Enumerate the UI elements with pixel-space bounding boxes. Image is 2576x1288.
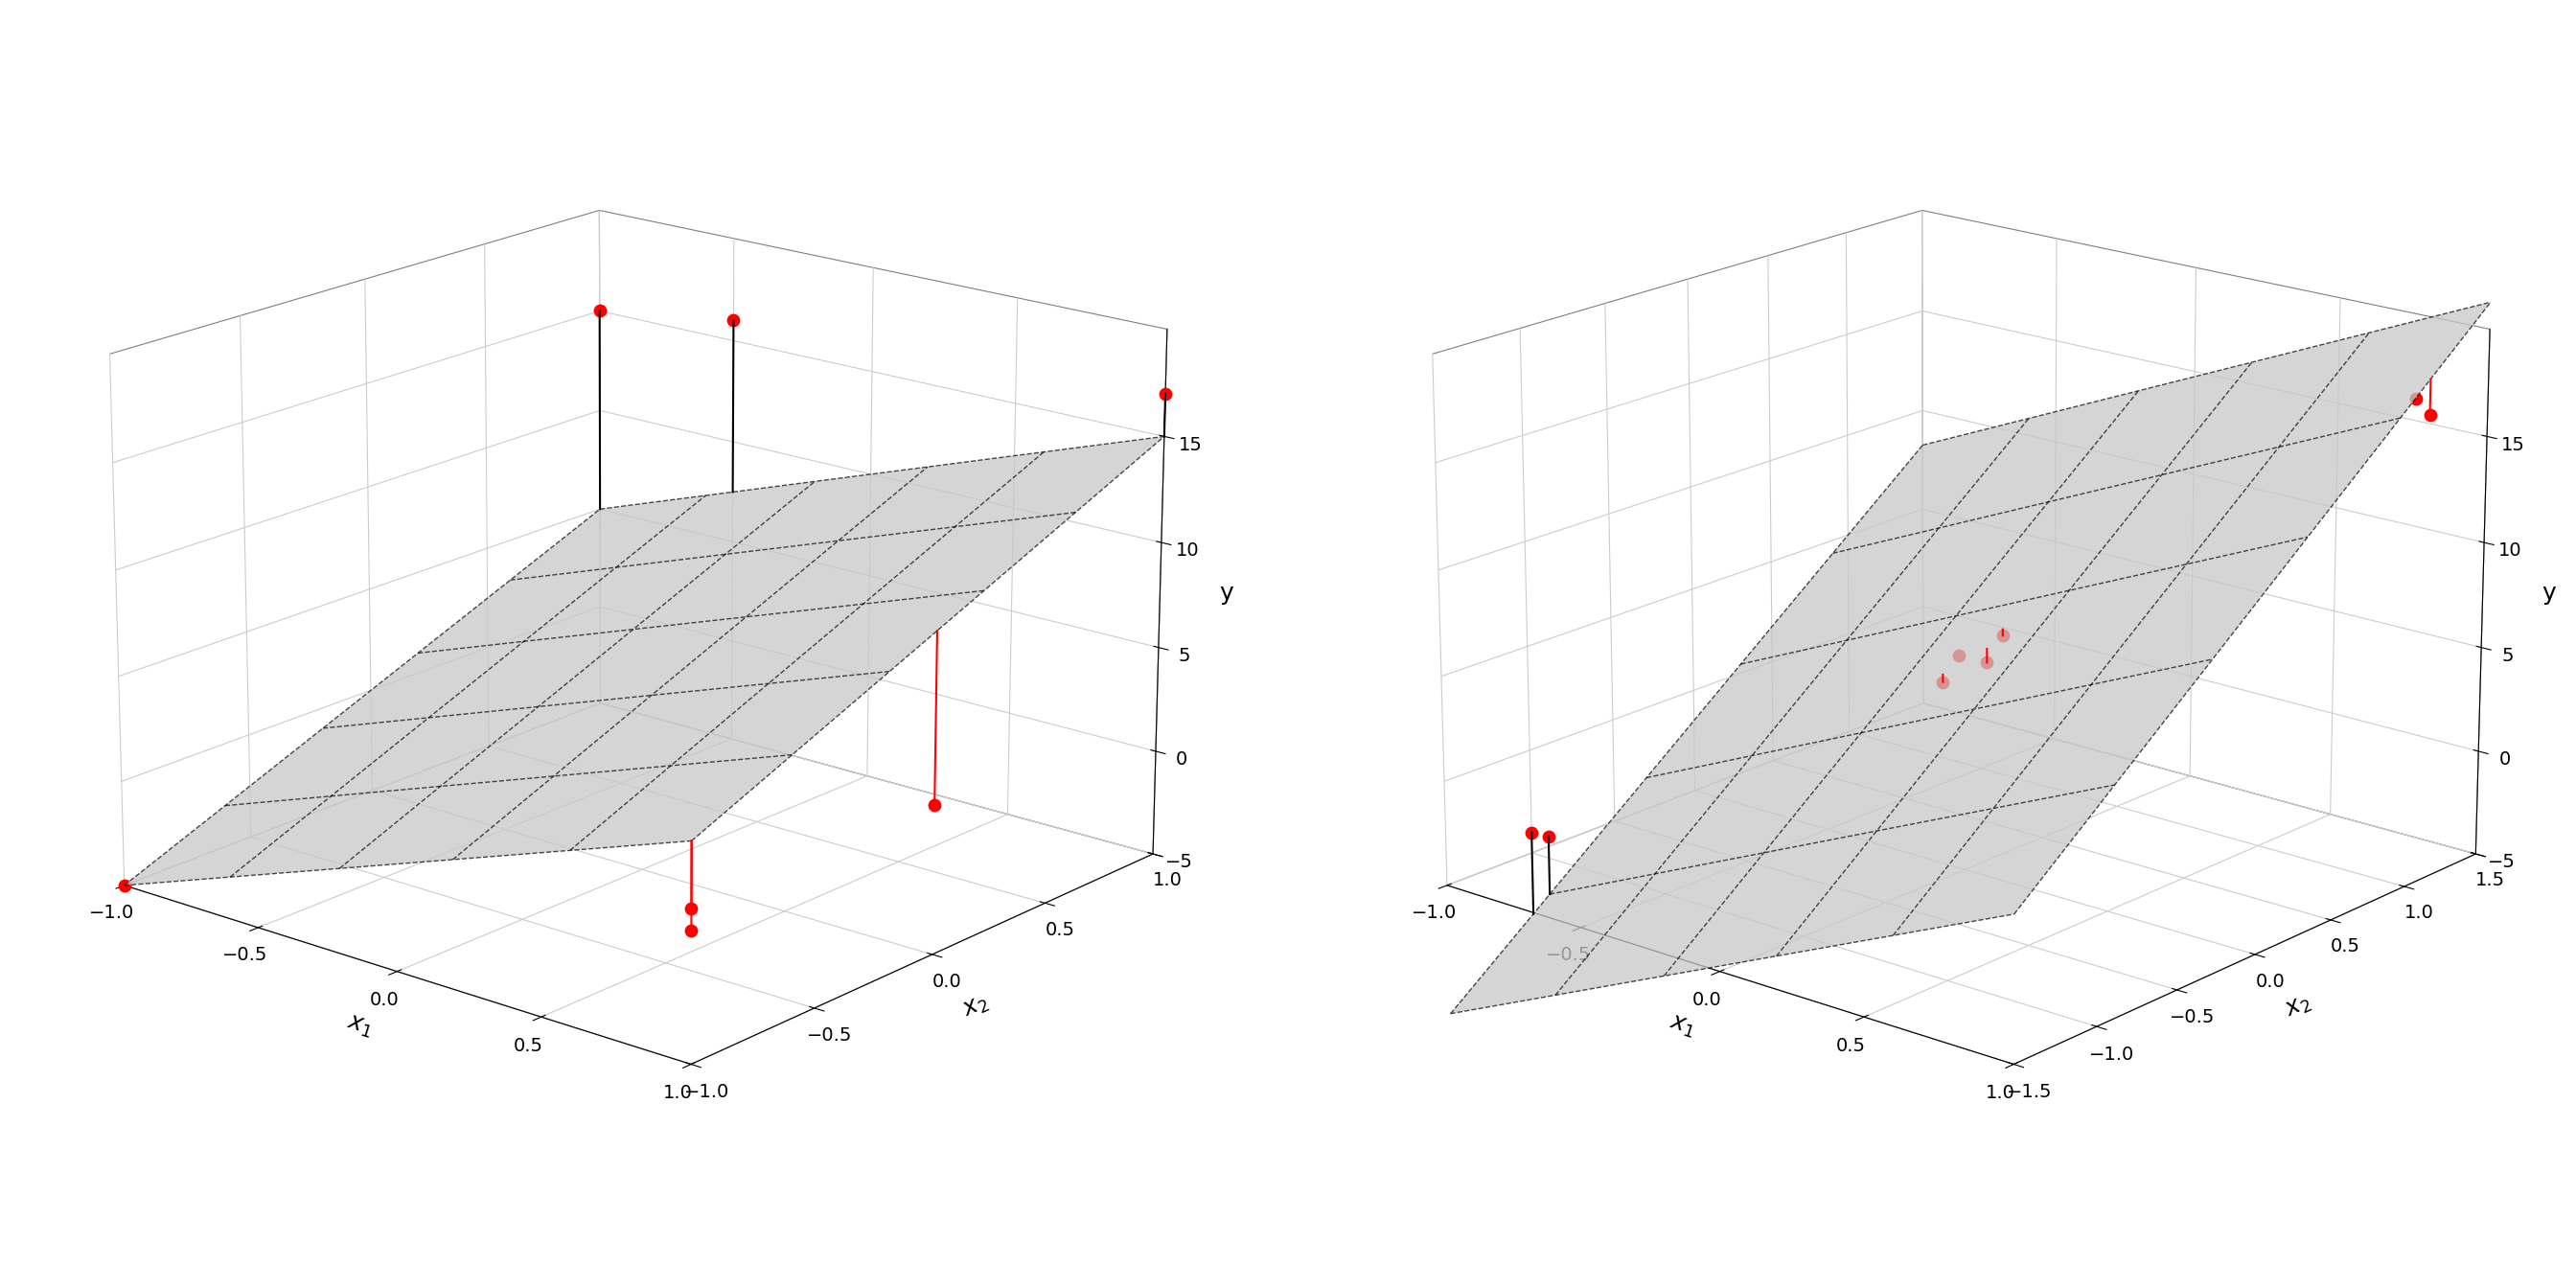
- Y-axis label: $x_2$: $x_2$: [958, 990, 992, 1023]
- Y-axis label: $x_2$: $x_2$: [2282, 990, 2316, 1023]
- X-axis label: $x_1$: $x_1$: [1667, 1011, 1698, 1041]
- X-axis label: $x_1$: $x_1$: [345, 1011, 376, 1041]
